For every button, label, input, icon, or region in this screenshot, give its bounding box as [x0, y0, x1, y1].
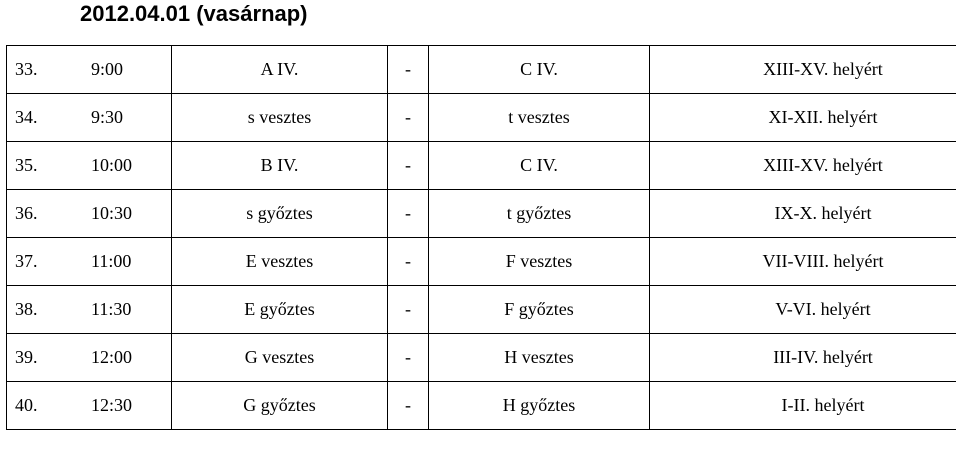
versus-separator: -	[387, 45, 429, 94]
match-time: 11:30	[91, 299, 132, 319]
table-row: 39. 12:00 G vesztes - H vesztes III-IV. helyé…	[6, 333, 956, 382]
home-team: B IV.	[171, 141, 388, 190]
home-team: G vesztes	[171, 333, 388, 382]
away-team: F vesztes	[428, 237, 650, 286]
match-number: 38.	[6, 285, 75, 334]
home-team: G győztes	[171, 381, 388, 430]
versus-separator: -	[387, 189, 429, 238]
match-schedule-table: 33. 9:00 A IV. - C IV. XIII-XV. helyért 34. 9:3…	[6, 45, 956, 430]
placement-label: XIII-XV. helyért	[763, 155, 883, 175]
match-time: 10:00	[91, 155, 133, 175]
match-number: 37.	[6, 237, 75, 286]
table-row: 33. 9:00 A IV. - C IV. XIII-XV. helyért	[6, 45, 956, 94]
match-time: 12:00	[91, 347, 133, 367]
away-team: t vesztes	[428, 93, 650, 142]
match-number: 34.	[6, 93, 75, 142]
placement-label: XI-XII. helyért	[768, 107, 878, 127]
away-team: F győztes	[428, 285, 650, 334]
table-row: 38. 11:30 E győztes - F győztes V-VI. helyért	[6, 285, 956, 334]
match-time: 11:00	[91, 251, 132, 271]
placement-label: V-VI. helyért	[775, 299, 871, 319]
home-team: A IV.	[171, 45, 388, 94]
home-team: E győztes	[171, 285, 388, 334]
schedule-date: 2012.04.01	[80, 1, 191, 26]
match-time: 12:30	[91, 395, 133, 415]
match-number: 36.	[6, 189, 75, 238]
match-number: 39.	[6, 333, 75, 382]
versus-separator: -	[387, 237, 429, 286]
versus-separator: -	[387, 93, 429, 142]
match-time: 9:30	[91, 107, 124, 127]
schedule-day: (vasárnap)	[196, 1, 308, 26]
home-team: s vesztes	[171, 93, 388, 142]
home-team: E vesztes	[171, 237, 388, 286]
away-team: C IV.	[428, 45, 650, 94]
match-time: 10:30	[91, 203, 133, 223]
home-team: s győztes	[171, 189, 388, 238]
table-row: 36. 10:30 s győztes - t győztes IX-X. helyért	[6, 189, 956, 238]
versus-separator: -	[387, 285, 429, 334]
match-time: 9:00	[91, 59, 124, 79]
table-row: 37. 11:00 E vesztes - F vesztes VII-VIII. hel…	[6, 237, 956, 286]
versus-separator: -	[387, 333, 429, 382]
placement-label: XIII-XV. helyért	[763, 59, 883, 79]
placement-label: VII-VIII. helyért	[762, 251, 884, 271]
away-team: H győztes	[428, 381, 650, 430]
table-row: 34. 9:30 s vesztes - t vesztes XI-XII. helyér…	[6, 93, 956, 142]
placement-label: III-IV. helyért	[773, 347, 873, 367]
versus-separator: -	[387, 381, 429, 430]
versus-separator: -	[387, 141, 429, 190]
match-rows: 33. 9:00 A IV. - C IV. XIII-XV. helyért 34. 9:3…	[6, 45, 956, 430]
table-row: 40. 12:30 G győztes - H győztes I-II. helyért	[6, 381, 956, 430]
placement-label: I-II. helyért	[781, 395, 865, 415]
match-number: 35.	[6, 141, 75, 190]
match-number: 40.	[6, 381, 75, 430]
away-team: t győztes	[428, 189, 650, 238]
away-team: H vesztes	[428, 333, 650, 382]
page-title: 2012.04.01 (vasárnap)	[80, 0, 308, 28]
away-team: C IV.	[428, 141, 650, 190]
table-row: 35. 10:00 B IV. - C IV. XIII-XV. helyért	[6, 141, 956, 190]
placement-label: IX-X. helyért	[774, 203, 872, 223]
match-number: 33.	[6, 45, 75, 94]
